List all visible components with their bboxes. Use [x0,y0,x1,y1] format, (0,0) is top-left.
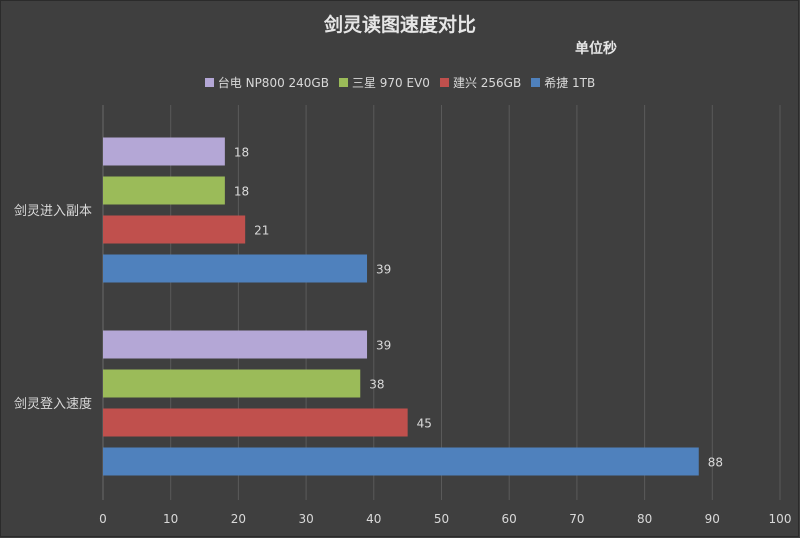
legend-label: 三星 970 EV0 [351,76,430,90]
data-label: 45 [417,417,432,431]
bar [103,369,361,398]
legend-swatch [338,78,348,87]
data-label: 21 [254,224,269,238]
x-tick-label: 70 [569,512,584,526]
data-label: 39 [376,339,391,353]
bar [103,254,368,283]
chart-subtitle: 单位秒 [575,41,617,57]
legend-label: 建兴 256GB [452,76,522,90]
x-tick-label: 30 [298,512,313,526]
x-tick-label: 40 [366,512,381,526]
x-tick-label: 90 [705,512,720,526]
bar [103,137,225,166]
x-tick-label: 20 [231,512,246,526]
bar [103,447,699,476]
legend-item: 建兴 256GB [439,74,522,91]
data-label: 18 [234,146,249,160]
x-tick-label: 60 [502,512,517,526]
bar [103,215,246,244]
y-category-label: 剑灵登入速度 [14,396,92,412]
legend: 台电 NP800 240GB 三星 970 EV0 建兴 256GB 希捷 1T… [0,74,800,91]
legend-swatch [531,78,541,87]
x-tick-label: 50 [434,512,449,526]
y-category-label: 剑灵进入副本 [14,203,92,219]
data-label: 38 [369,378,384,392]
x-tick-label: 100 [769,512,792,526]
bar [103,330,368,359]
bar [103,408,408,437]
x-tick-label: 10 [163,512,178,526]
legend-item: 台电 NP800 240GB [204,74,329,91]
legend-swatch [204,78,214,87]
x-tick-label: 80 [637,512,652,526]
legend-label: 台电 NP800 240GB [217,76,329,90]
data-label: 39 [376,263,391,277]
data-label: 88 [708,456,723,470]
legend-swatch [439,78,449,87]
legend-item: 三星 970 EV0 [338,74,430,91]
chart-title: 剑灵读图速度对比 [323,14,476,36]
legend-label: 希捷 1TB [544,76,596,90]
data-label: 18 [234,185,249,199]
bar [103,176,225,205]
x-tick-label: 0 [99,512,107,526]
legend-item: 希捷 1TB [531,74,595,91]
